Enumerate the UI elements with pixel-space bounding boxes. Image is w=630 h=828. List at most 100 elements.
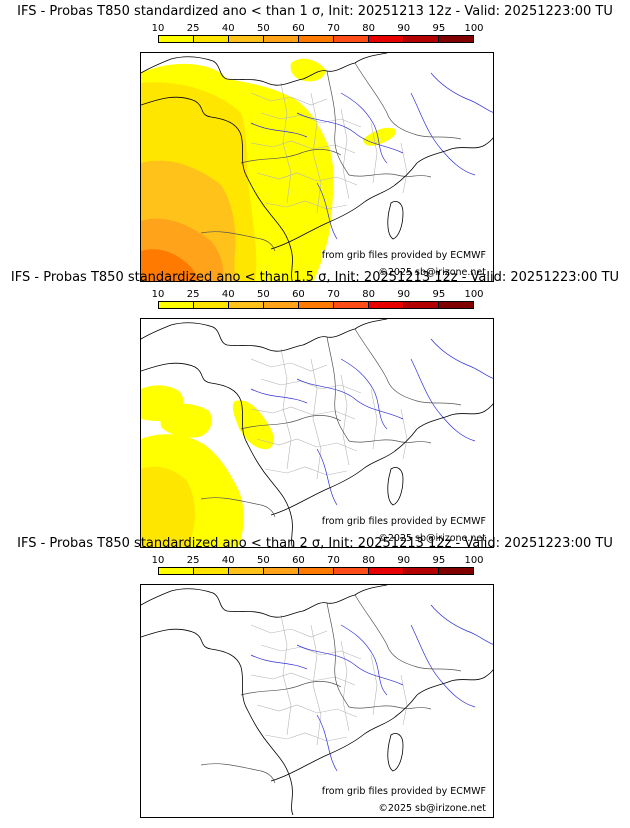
scale-color-segment: [229, 568, 264, 574]
department-border: [370, 388, 378, 450]
scale-tick-label: 50: [256, 555, 270, 566]
department-border: [310, 92, 322, 214]
department-border: [250, 406, 356, 420]
scale-tick-label: 100: [464, 289, 484, 300]
scale-color-segment: [194, 568, 229, 574]
department-border: [264, 466, 348, 476]
panel-title: IFS - Probas T850 standardized ano < tha…: [10, 270, 620, 285]
scale-color-segment: [299, 302, 334, 308]
probability-map: from grib files provided by ECMWF ©2025 …: [140, 52, 494, 282]
scale-tick-label: 100: [464, 555, 484, 566]
country-border: [240, 681, 342, 696]
coastline: [270, 428, 418, 516]
scale-color-segment: [159, 302, 194, 308]
scale-color-segment: [159, 568, 194, 574]
scale-ticks: 10 25 40 50 60 70 80 90 95 100: [152, 289, 484, 301]
country-border: [354, 328, 462, 406]
scale-color-segment: [194, 36, 229, 42]
coastline: [416, 669, 493, 696]
country-border: [348, 173, 432, 178]
scale-tick-label: 40: [221, 555, 235, 566]
scale-tick-label: 80: [362, 555, 376, 566]
scale-tick-label: 90: [397, 555, 411, 566]
coastline: [416, 137, 493, 164]
probability-map: from grib files provided by ECMWF ©2025 …: [140, 318, 494, 548]
scale-tick-label: 80: [362, 23, 376, 34]
department-border: [250, 140, 356, 154]
department-border: [310, 624, 322, 746]
river-line: [296, 378, 404, 420]
scale-tick-label: 10: [151, 555, 165, 566]
scale-tick-label: 60: [292, 23, 305, 34]
scale-color-segment: [334, 302, 369, 308]
scale-tick-label: 95: [432, 555, 446, 566]
scale-tick-label: 95: [432, 23, 446, 34]
scale-color-segment: [264, 302, 299, 308]
department-border: [250, 92, 328, 106]
scale-color-segment: [334, 36, 369, 42]
probability-area: [159, 403, 212, 438]
river-line: [250, 122, 308, 138]
river-line: [316, 714, 338, 772]
probability-area: [232, 400, 274, 450]
scale-tick-label: 95: [432, 289, 446, 300]
department-border: [250, 624, 328, 638]
country-border: [348, 705, 432, 710]
country-border: [326, 602, 350, 708]
source-credit: from grib files provided by ECMWF: [320, 516, 487, 527]
coastline: [416, 403, 493, 430]
river-line: [250, 654, 308, 670]
scale-color-segment: [369, 36, 404, 42]
department-border: [264, 200, 348, 210]
scale-tick-label: 70: [327, 289, 340, 300]
copyright-credit: ©2025 sb@irizone.net: [377, 803, 487, 814]
panel-title: IFS - Probas T850 standardized ano < tha…: [17, 4, 613, 19]
country-border: [200, 763, 276, 784]
department-border: [400, 142, 408, 194]
map-panel-3: IFS - Probas T850 standardized ano < tha…: [0, 536, 630, 820]
scale-tick-label: 90: [397, 289, 411, 300]
department-border: [260, 378, 362, 394]
scale-color-segment: [264, 568, 299, 574]
country-border: [326, 70, 350, 176]
scale-color-segment: [369, 302, 404, 308]
scale-tick-label: 40: [221, 23, 235, 34]
corsica-coast: [387, 733, 404, 772]
department-border: [340, 640, 350, 732]
department-border: [370, 122, 378, 184]
country-border: [354, 62, 462, 140]
scale-color-segment: [299, 568, 334, 574]
scale-color-segment: [264, 36, 299, 42]
river-line: [430, 338, 493, 379]
scale-tick-label: 25: [186, 555, 200, 566]
coastline: [270, 694, 418, 782]
probability-map: from grib files provided by ECMWF ©2025 …: [140, 584, 494, 818]
country-border: [354, 594, 462, 672]
scale-tick-label: 80: [362, 289, 376, 300]
panel-title: IFS - Probas T850 standardized ano < tha…: [17, 536, 613, 551]
coastline: [141, 362, 293, 547]
scale-color-segment: [404, 302, 439, 308]
coastline: [141, 628, 294, 816]
river-line: [410, 624, 476, 708]
scale-color-segment: [299, 36, 334, 42]
river-line: [430, 72, 493, 113]
country-border: [326, 336, 350, 442]
coastline: [141, 96, 293, 281]
scale-color-segment: [439, 302, 473, 308]
department-border: [280, 348, 292, 470]
scale-ticks: 10 25 40 50 60 70 80 90 95 100: [152, 555, 484, 567]
scale-color-segment: [369, 568, 404, 574]
country-border: [240, 149, 342, 164]
river-line: [316, 182, 338, 240]
department-border: [370, 654, 378, 716]
department-border: [400, 674, 408, 726]
source-credit: from grib files provided by ECMWF: [320, 786, 487, 797]
department-border: [310, 358, 322, 480]
scale-color-segment: [439, 568, 473, 574]
department-border: [340, 374, 350, 466]
scale-tick-label: 10: [151, 23, 165, 34]
scale-tick-label: 50: [256, 23, 270, 34]
department-border: [256, 704, 358, 718]
river-line: [410, 358, 476, 442]
